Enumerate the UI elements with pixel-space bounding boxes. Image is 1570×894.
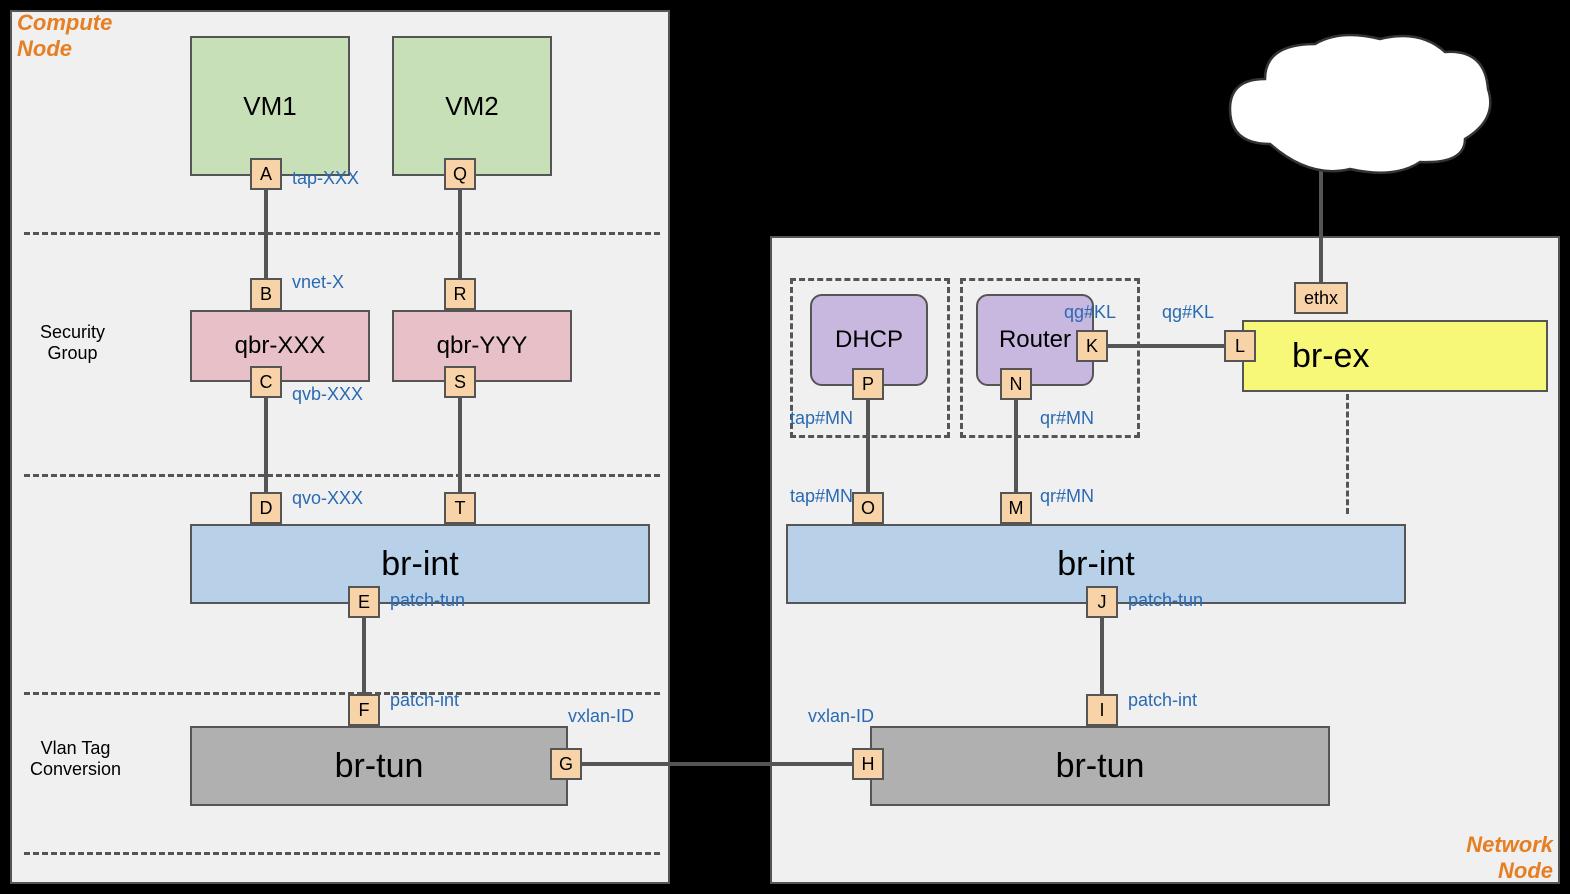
port-A-label: A xyxy=(260,164,272,185)
qbr-xxx-label: qbr-XXX xyxy=(235,332,326,360)
port-T-label: T xyxy=(455,498,466,519)
divider-2 xyxy=(24,474,660,477)
label-qg-kl-right: qg#KL xyxy=(1162,302,1214,323)
line-cloud-ethx xyxy=(1319,170,1323,284)
port-ethx: ethx xyxy=(1294,282,1348,314)
port-J-label: J xyxy=(1098,592,1107,613)
port-M-label: M xyxy=(1009,498,1024,519)
line-I-J xyxy=(1100,618,1104,696)
label-qr-mn-upper: qr#MN xyxy=(1040,408,1094,429)
port-L-label: L xyxy=(1235,336,1245,357)
port-ethx-label: ethx xyxy=(1304,288,1338,309)
label-qvb-xxx: qvb-XXX xyxy=(292,384,363,405)
port-E: E xyxy=(348,586,380,618)
dhcp-label: DHCP xyxy=(835,326,903,354)
line-M-N xyxy=(1014,400,1018,494)
port-R: R xyxy=(444,278,476,310)
divider-4 xyxy=(24,852,660,855)
label-vnet-x: vnet-X xyxy=(292,272,344,293)
port-N-label: N xyxy=(1010,374,1023,395)
port-T: T xyxy=(444,492,476,524)
port-I-label: I xyxy=(1099,700,1104,721)
vlan-tag-label: Vlan Tag Conversion xyxy=(30,738,121,780)
port-K-label: K xyxy=(1086,336,1098,357)
port-O: O xyxy=(852,492,884,524)
line-A-B xyxy=(264,190,268,280)
label-qr-mn-lower: qr#MN xyxy=(1040,486,1094,507)
public-network-cloud xyxy=(1220,24,1500,184)
qbr-yyy-label: qbr-YYY xyxy=(437,332,528,360)
port-S-label: S xyxy=(454,372,466,393)
port-P: P xyxy=(852,368,884,400)
port-D-label: D xyxy=(260,498,273,519)
network-node-title: Network Node xyxy=(1466,832,1553,884)
brex-label: br-ex xyxy=(1292,337,1369,376)
port-A: A xyxy=(250,158,282,190)
port-D: D xyxy=(250,492,282,524)
port-M: M xyxy=(1000,492,1032,524)
brex-box: br-ex xyxy=(1242,320,1548,392)
line-S-T xyxy=(458,398,462,494)
port-B: B xyxy=(250,278,282,310)
port-P-label: P xyxy=(862,374,874,395)
security-group-label: Security Group xyxy=(40,322,105,364)
label-patch-tun-network: patch-tun xyxy=(1128,590,1203,611)
line-Q-R xyxy=(458,190,462,280)
port-F-label: F xyxy=(359,700,370,721)
label-vxlan-id-compute: vxlan-ID xyxy=(568,706,634,727)
network-brint-label: br-int xyxy=(1057,545,1134,584)
compute-brtun-label: br-tun xyxy=(335,747,424,786)
port-H: H xyxy=(852,748,884,780)
line-C-D xyxy=(264,398,268,494)
line-O-P xyxy=(866,400,870,494)
compute-brint-label: br-int xyxy=(381,545,458,584)
port-G-label: G xyxy=(559,754,573,775)
port-J: J xyxy=(1086,586,1118,618)
network-node-container: Network Node DHCP Router br-ex br-int br… xyxy=(770,236,1560,884)
port-H-label: H xyxy=(862,754,875,775)
compute-node-title: Compute Node xyxy=(17,10,112,62)
qbr-yyy-box: qbr-YYY xyxy=(392,310,572,382)
line-E-F xyxy=(362,618,366,696)
brex-dashed-extension xyxy=(1346,394,1349,514)
label-patch-tun-compute: patch-tun xyxy=(390,590,465,611)
line-G-H xyxy=(582,762,854,766)
divider-3 xyxy=(24,692,660,695)
port-B-label: B xyxy=(260,284,272,305)
label-patch-int-compute: patch-int xyxy=(390,690,459,711)
vm1-label: VM1 xyxy=(243,91,296,122)
port-C: C xyxy=(250,366,282,398)
vm1-box: VM1 xyxy=(190,36,350,176)
label-qvo-xxx: qvo-XXX xyxy=(292,488,363,509)
port-F: F xyxy=(348,694,380,726)
port-N: N xyxy=(1000,368,1032,400)
compute-brtun-box: br-tun xyxy=(190,726,568,806)
vm2-label: VM2 xyxy=(445,91,498,122)
port-C-label: C xyxy=(260,372,273,393)
label-patch-int-network: patch-int xyxy=(1128,690,1197,711)
port-E-label: E xyxy=(358,592,370,613)
label-vxlan-id-network: vxlan-ID xyxy=(808,706,874,727)
port-Q-label: Q xyxy=(453,164,467,185)
network-brtun-label: br-tun xyxy=(1056,747,1145,786)
port-O-label: O xyxy=(861,498,875,519)
port-I: I xyxy=(1086,694,1118,726)
port-G: G xyxy=(550,748,582,780)
label-tap-mn-lower: tap#MN xyxy=(790,486,853,507)
vm2-box: VM2 xyxy=(392,36,552,176)
label-tap-mn-upper: tap#MN xyxy=(790,408,853,429)
label-tap-xxx: tap-XXX xyxy=(292,168,359,189)
port-K: K xyxy=(1076,330,1108,362)
network-brtun-box: br-tun xyxy=(870,726,1330,806)
port-R-label: R xyxy=(454,284,467,305)
router-label: Router xyxy=(999,326,1071,354)
port-Q: Q xyxy=(444,158,476,190)
divider-1 xyxy=(24,232,660,235)
port-S: S xyxy=(444,366,476,398)
line-K-L xyxy=(1108,344,1226,348)
label-qg-kl-left: qg#KL xyxy=(1064,302,1116,323)
port-L: L xyxy=(1224,330,1256,362)
